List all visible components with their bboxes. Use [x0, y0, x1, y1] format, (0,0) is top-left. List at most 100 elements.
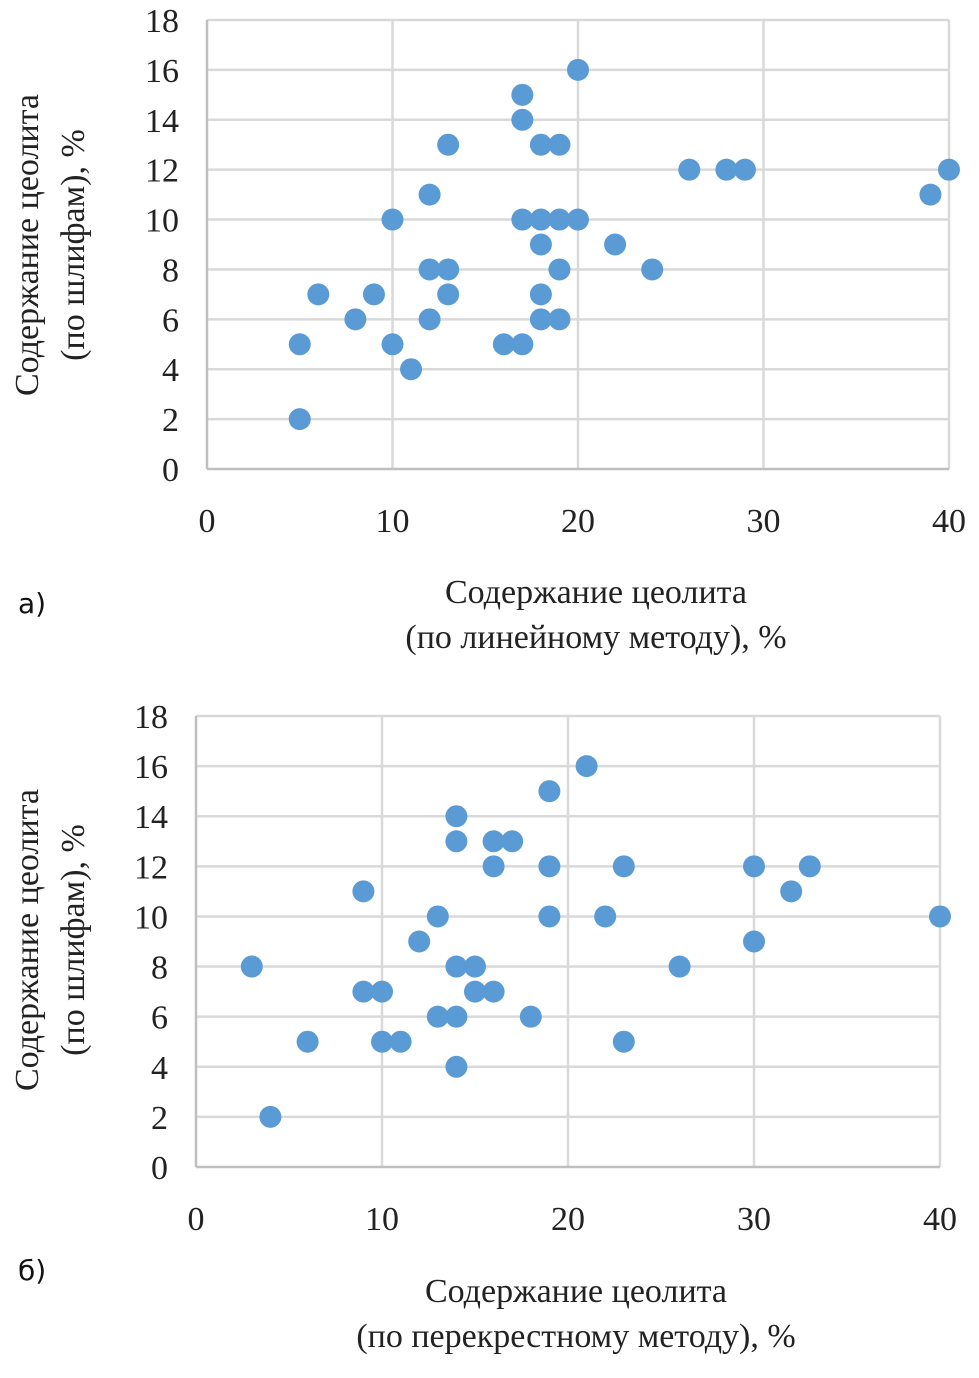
data-point: [418, 308, 441, 331]
x-tick-label-20-b: 20: [551, 1201, 585, 1238]
x-axis-label-a-line2: (по линейному методу), %: [405, 619, 786, 656]
y-axis-label-a-line1: Содержание цеолита: [9, 94, 46, 396]
y-tick-label-4-b: 4: [151, 1050, 168, 1087]
x-ticks-b: 0 10 20 30 40: [188, 1201, 958, 1238]
panel-label-b: б): [18, 1254, 46, 1287]
data-point: [548, 133, 571, 156]
data-point: [668, 955, 691, 978]
y-tick-label-18-a: 18: [145, 3, 179, 40]
data-point: [445, 955, 468, 978]
points-a: [288, 58, 960, 431]
data-point: [538, 855, 561, 878]
y-axis-label-b-line1: Содержание цеолита: [9, 789, 46, 1091]
x-tick-label-30-b: 30: [737, 1201, 771, 1238]
data-point: [362, 283, 385, 306]
data-point: [288, 333, 311, 356]
data-point: [529, 208, 552, 231]
x-tick-label-20-a: 20: [561, 503, 595, 540]
data-point: [575, 755, 598, 778]
y-axis-label-b-line2: (по шлифам), %: [55, 824, 92, 1056]
data-point: [938, 158, 960, 181]
x-axis-label-a-line1: Содержание цеолита: [445, 574, 747, 611]
y-tick-label-2-a: 2: [162, 402, 179, 439]
data-point: [400, 358, 423, 381]
x-axis-label-b-line1: Содержание цеолита: [425, 1273, 727, 1310]
x-tick-label-10-b: 10: [365, 1201, 399, 1238]
data-point: [437, 258, 460, 281]
data-point: [798, 855, 821, 878]
x-tick-label-40-b: 40: [923, 1201, 957, 1238]
data-point: [288, 408, 311, 431]
y-tick-label-6-a: 6: [162, 302, 179, 339]
data-point: [511, 208, 534, 231]
data-point: [426, 905, 449, 928]
data-point: [743, 930, 765, 953]
gridlines-a: [205, 18, 951, 471]
points-b: [240, 755, 951, 1128]
data-point: [307, 283, 330, 306]
data-point: [529, 233, 552, 256]
data-point: [344, 308, 367, 331]
data-point: [464, 980, 486, 1003]
data-point: [538, 905, 561, 928]
data-point: [567, 208, 589, 231]
y-tick-label-16-a: 16: [145, 53, 179, 90]
y-tick-label-2-b: 2: [151, 1100, 168, 1137]
data-point: [482, 980, 505, 1003]
data-point: [352, 880, 375, 903]
data-point: [381, 208, 404, 231]
data-point: [389, 1030, 412, 1053]
y-tick-label-4-a: 4: [162, 352, 179, 389]
data-point: [437, 283, 460, 306]
data-point: [678, 158, 701, 181]
data-point: [482, 855, 505, 878]
y-tick-label-12-b: 12: [134, 849, 168, 886]
y-tick-label-0-a: 0: [162, 452, 179, 489]
y-tick-label-10-b: 10: [134, 899, 168, 936]
data-point: [529, 133, 552, 156]
data-point: [743, 855, 765, 878]
data-point: [296, 1030, 319, 1053]
y-tick-label-10-a: 10: [145, 203, 179, 240]
data-point: [445, 830, 468, 853]
y-ticks-b: 0 2 4 6 8 10 12 14 16 18: [134, 699, 168, 1187]
data-point: [482, 830, 505, 853]
y-tick-label-6-b: 6: [151, 1000, 168, 1037]
data-point: [445, 1055, 468, 1078]
data-point: [529, 308, 552, 331]
data-point: [548, 258, 571, 281]
data-point: [919, 183, 942, 206]
data-point: [240, 955, 263, 978]
data-point: [511, 83, 534, 106]
data-point: [464, 955, 486, 978]
data-point: [715, 158, 738, 181]
y-ticks-a: 0 2 4 6 8 10 12 14 16 18: [145, 3, 179, 489]
data-point: [371, 980, 393, 1003]
data-point: [641, 258, 664, 281]
y-tick-label-0-b: 0: [151, 1150, 168, 1187]
data-point: [352, 980, 375, 1003]
data-point: [501, 830, 524, 853]
data-point: [418, 258, 441, 281]
y-tick-label-14-a: 14: [145, 103, 179, 140]
y-tick-label-12-a: 12: [145, 153, 179, 190]
x-tick-label-0-b: 0: [188, 1201, 205, 1238]
data-point: [604, 233, 627, 256]
x-tick-label-10-a: 10: [376, 503, 410, 540]
gridlines-b: [194, 714, 942, 1169]
data-point: [538, 780, 561, 803]
data-point: [445, 1005, 468, 1028]
panel-label-a: а): [18, 587, 46, 620]
data-point: [381, 333, 404, 356]
data-point: [511, 333, 534, 356]
data-point: [780, 880, 803, 903]
data-point: [259, 1105, 282, 1128]
y-tick-label-14-b: 14: [134, 799, 168, 836]
data-point: [594, 905, 617, 928]
y-tick-label-8-a: 8: [162, 252, 179, 289]
data-point: [492, 333, 515, 356]
x-tick-label-30-a: 30: [747, 503, 781, 540]
chart-a: 0 2 4 6 8 10 12 14 16 18 0 10 20 30 40 Содержание цео…: [9, 3, 966, 656]
data-point: [529, 283, 552, 306]
